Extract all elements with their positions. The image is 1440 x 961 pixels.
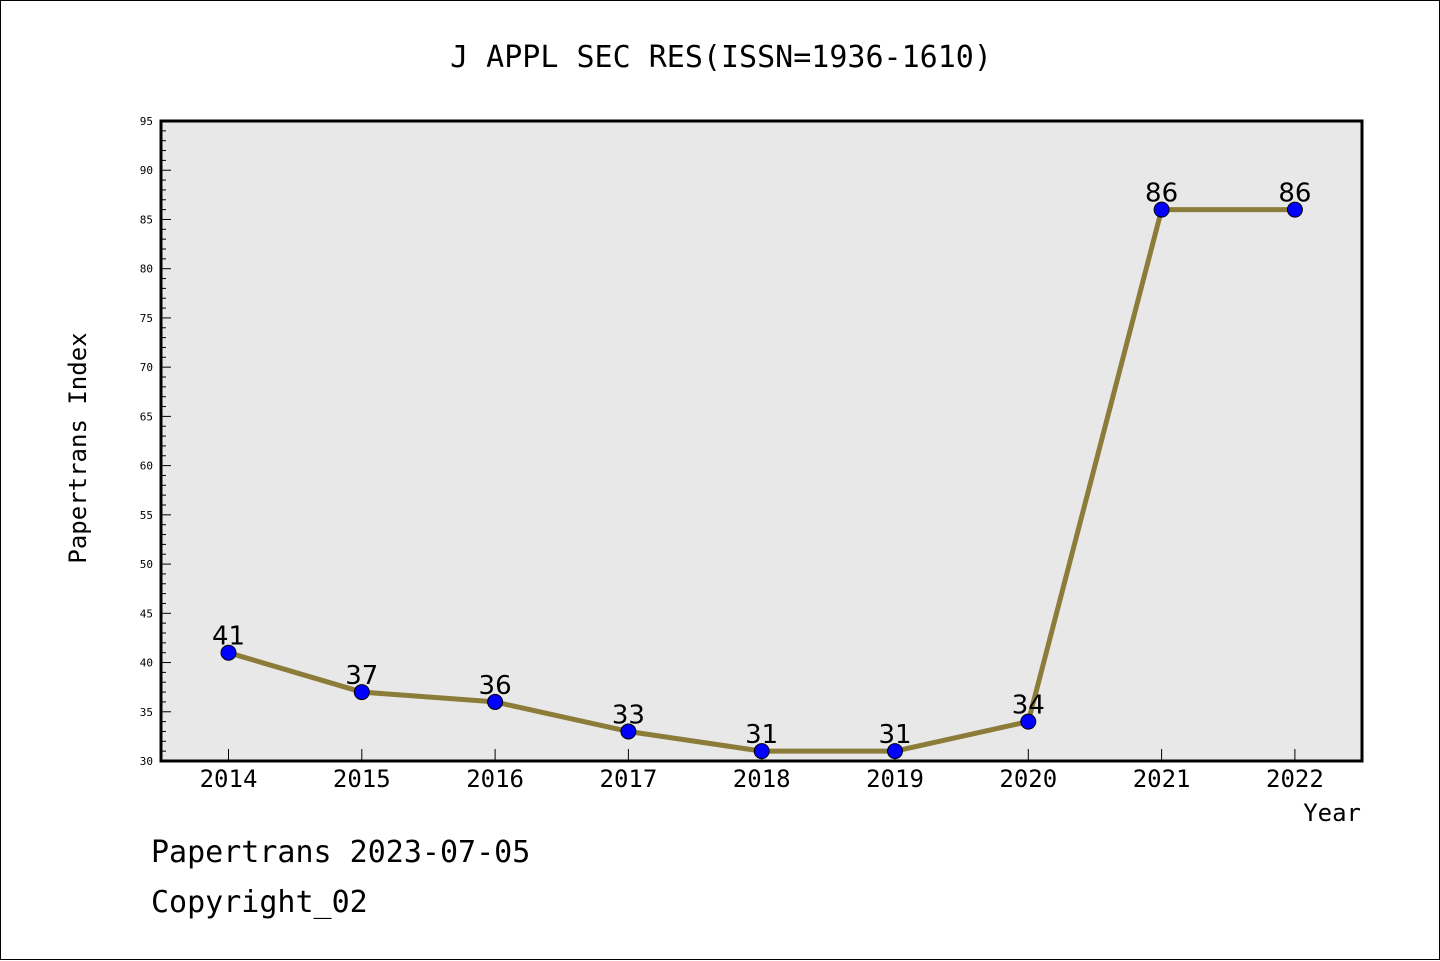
data-label: 41: [212, 622, 245, 652]
y-axis-ticks: 30 35 40 45 50 55 60 65 70 75 80 85 90 95: [140, 115, 171, 768]
data-labels: 41 37 36 33 31 31 34 86 86: [212, 179, 1311, 751]
series-points: [220, 201, 1303, 760]
data-point: [220, 644, 237, 661]
x-tick-label: 2022: [1266, 765, 1324, 793]
data-point: [487, 693, 504, 710]
data-label: 86: [1278, 179, 1311, 209]
data-point: [1020, 713, 1037, 730]
y-minor-ticks: [161, 130, 166, 752]
x-tick-label: 2015: [333, 765, 391, 793]
x-tick-label: 2014: [200, 765, 258, 793]
data-label: 34: [1012, 691, 1045, 721]
data-point: [753, 743, 770, 760]
y-tick-label: 35: [140, 706, 153, 719]
data-point: [353, 684, 370, 701]
data-label: 36: [479, 671, 512, 701]
y-tick-label: 55: [140, 509, 153, 522]
y-tick-label: 65: [140, 410, 153, 423]
chart-title: J APPL SEC RES(ISSN=1936-1610): [450, 40, 992, 75]
x-axis-ticks: 2014 2015 2016 2017 2018 2019 2020 2021 2022: [200, 749, 1324, 793]
data-point: [620, 723, 637, 740]
y-tick-label: 75: [140, 312, 153, 325]
y-tick-label: 40: [140, 657, 153, 670]
x-tick-label: 2016: [466, 765, 524, 793]
x-tick-label: 2018: [733, 765, 791, 793]
data-point: [1286, 201, 1303, 218]
y-tick-label: 80: [140, 263, 153, 276]
y-axis-label: Papertrans Index: [64, 332, 92, 563]
x-axis-label: Year: [1303, 799, 1361, 827]
x-tick-label: 2021: [1133, 765, 1191, 793]
data-label: 33: [612, 700, 645, 730]
x-tick-label: 2020: [999, 765, 1057, 793]
footer-copyright-text: Copyright_02: [151, 885, 368, 920]
footer-date-text: Papertrans 2023-07-05: [151, 835, 531, 870]
y-tick-label: 85: [140, 213, 153, 226]
y-tick-label: 60: [140, 460, 153, 473]
data-label: 86: [1145, 179, 1178, 209]
x-tick-label: 2019: [866, 765, 924, 793]
y-tick-label: 30: [140, 755, 153, 768]
y-tick-label: 90: [140, 164, 153, 177]
data-label: 37: [345, 661, 378, 691]
y-tick-label: 95: [140, 115, 153, 128]
y-tick-label: 50: [140, 558, 153, 571]
y-tick-label: 70: [140, 361, 153, 374]
y-tick-label: 45: [140, 607, 153, 620]
data-point: [887, 743, 903, 760]
data-label: 31: [878, 720, 911, 750]
x-tick-label: 2017: [600, 765, 658, 793]
data-label: 31: [745, 720, 778, 750]
data-point: [1153, 201, 1170, 218]
plot-area: [159, 119, 1364, 763]
